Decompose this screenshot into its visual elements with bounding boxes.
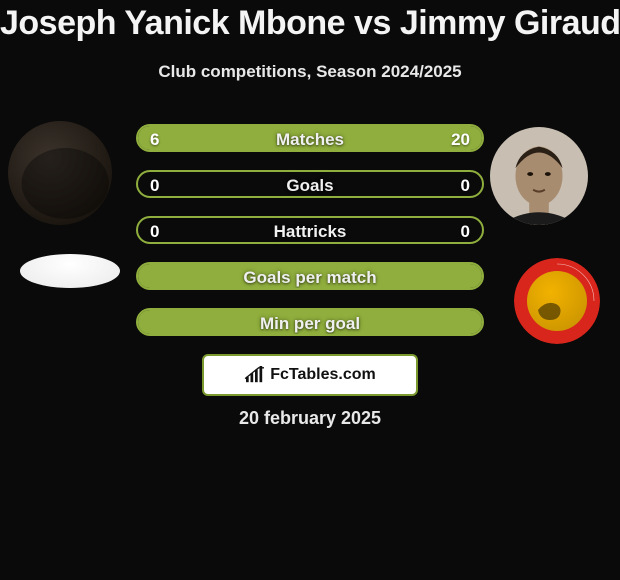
snapshot-date: 20 february 2025: [0, 408, 620, 429]
stat-bar: Hattricks0 0: [136, 216, 484, 244]
stat-bar: Goals per match: [136, 262, 484, 290]
vs-separator: vs: [345, 4, 400, 42]
stat-bar: Goals0 0: [136, 170, 484, 198]
player-left-avatar-art: [8, 121, 112, 225]
stat-value-right: 20: [451, 126, 470, 152]
comparison-title: Joseph Yanick Mbone vs Jimmy Giraudon: [0, 4, 620, 43]
brand-badge: FcTables.com: [202, 354, 418, 396]
stat-bar-label: Goals per match: [138, 264, 482, 290]
stat-bar: Matches6 20: [136, 124, 484, 152]
club-right-badge-art: [514, 258, 600, 344]
stat-bar: Min per goal: [136, 308, 484, 336]
player-right-avatar-art: [490, 127, 588, 225]
brand-text: FcTables.com: [270, 366, 376, 384]
stat-bar-label: Min per goal: [138, 310, 482, 336]
bar-chart-icon: [244, 366, 266, 384]
stat-bar-label: Hattricks: [138, 218, 482, 244]
stat-bar-label: Goals: [138, 172, 482, 198]
player-right-name: Jimmy Giraudon: [400, 4, 620, 42]
stat-bar-label: Matches: [138, 126, 482, 152]
stat-value-right: 0: [461, 172, 470, 198]
player-left-avatar: [8, 121, 112, 225]
stat-bars-container: Matches620Goals00Hattricks00Goals per ma…: [136, 124, 484, 354]
club-left-badge: [20, 254, 120, 288]
stat-value-left: 0: [150, 172, 159, 198]
stat-value-left: 0: [150, 218, 159, 244]
player-right-avatar: [490, 127, 588, 225]
stat-value-left: 6: [150, 126, 159, 152]
stat-value-right: 0: [461, 218, 470, 244]
comparison-subtitle: Club competitions, Season 2024/2025: [0, 62, 620, 82]
player-left-name: Joseph Yanick Mbone: [0, 4, 345, 42]
club-right-badge: [514, 258, 600, 344]
